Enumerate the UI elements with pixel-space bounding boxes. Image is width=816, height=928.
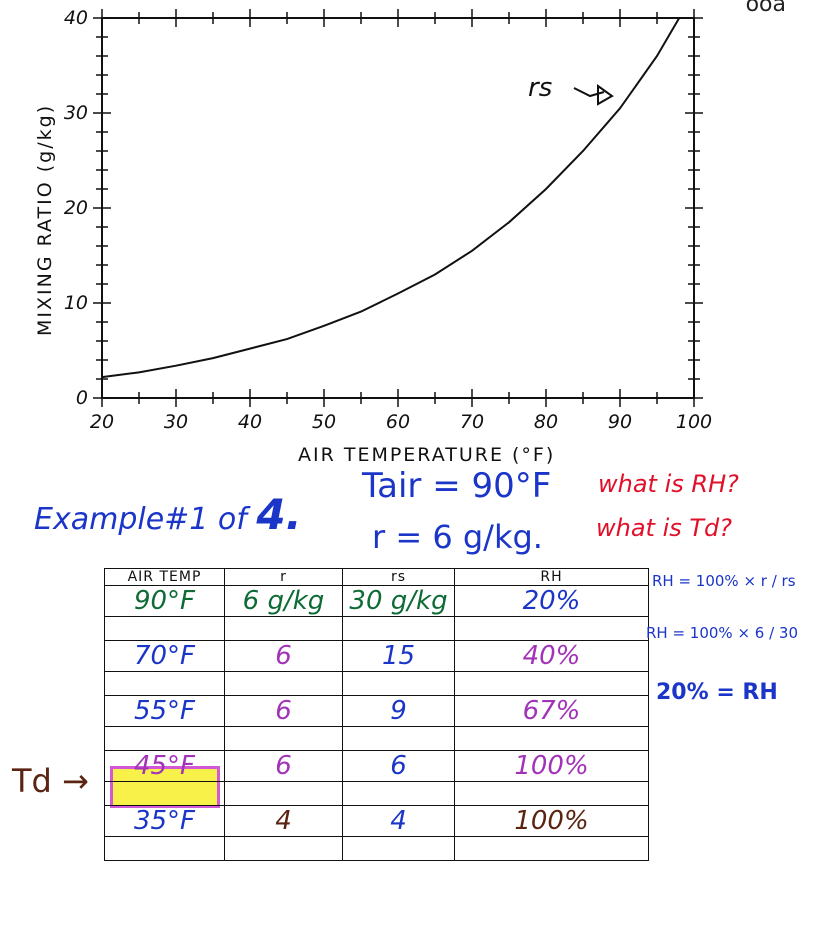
cell-r: 6 g/kg xyxy=(224,585,343,617)
cell-temp: 70°F xyxy=(104,640,225,672)
cell-rh: 67% xyxy=(454,695,649,727)
cell-r: 6 xyxy=(224,695,343,727)
rh-result: 20% = RH xyxy=(656,680,778,705)
cell-r: 4 xyxy=(224,805,343,837)
x-tick-label: 50 xyxy=(312,411,336,433)
cell-rh: 100% xyxy=(454,750,649,782)
plot-frame xyxy=(101,17,695,399)
cell-temp: 35°F xyxy=(104,805,225,837)
example-title: Example#1 of 4. xyxy=(34,490,302,539)
cell-temp: 55°F xyxy=(104,695,225,727)
x-axis-label: AIR TEMPERATURE (°F) xyxy=(298,444,556,466)
chart-series xyxy=(101,17,681,379)
chart-tick-labels: 20 30 40 50 60 70 80 90 100 0 10 20 30 40 xyxy=(64,7,712,433)
x-tick-label: 30 xyxy=(164,411,188,433)
y-tick-label: 40 xyxy=(64,7,88,29)
y-tick-label: 0 xyxy=(76,387,88,409)
table-row-spacer xyxy=(104,726,649,751)
cell-temp: 90°F xyxy=(104,585,225,617)
data-table: AIR TEMP r rs RH 90°F 6 g/kg 30 g/kg 20%… xyxy=(104,568,649,861)
x-tick-label: 20 xyxy=(90,411,114,433)
cell-rs: 6 xyxy=(342,750,455,782)
x-tick-label: 60 xyxy=(386,411,410,433)
header-rh: RH xyxy=(454,568,649,586)
x-tick-label: 70 xyxy=(460,411,484,433)
chart-ticks xyxy=(93,9,703,407)
table-row: 35°F 4 4 100% xyxy=(104,805,649,837)
cell-rs: 30 g/kg xyxy=(342,585,455,617)
cell-r: 6 xyxy=(224,750,343,782)
y-axis-label: MIXING RATIO (g/kg) xyxy=(34,103,56,336)
table-row: 90°F 6 g/kg 30 g/kg 20% xyxy=(104,585,649,617)
x-tick-label: 80 xyxy=(534,411,558,433)
tair-value: Tair = 90°F xyxy=(362,466,552,506)
table-row: 55°F 6 9 67% xyxy=(104,695,649,727)
mixing-ratio-chart: 20 30 40 50 60 70 80 90 100 0 10 20 30 40 rs xyxy=(64,7,712,433)
cell-rh: 100% xyxy=(454,805,649,837)
table-row-spacer xyxy=(104,781,649,806)
chart-frame xyxy=(101,17,695,399)
chart-annotation: rs xyxy=(528,73,614,106)
header-rs: rs xyxy=(342,568,455,586)
x-tick-label: 90 xyxy=(608,411,632,433)
cell-rs: 15 xyxy=(342,640,455,672)
rs-annotation-arrowhead xyxy=(597,84,614,106)
cell-rh: 20% xyxy=(454,585,649,617)
table-row-spacer xyxy=(104,836,649,861)
dewpoint-label: Td → xyxy=(12,762,89,800)
table-row: 70°F 6 15 40% xyxy=(104,640,649,672)
example-title-text: Example#1 of xyxy=(34,502,247,537)
x-tick-label: 100 xyxy=(676,411,712,433)
table-header-row: AIR TEMP r rs RH xyxy=(104,568,649,586)
table-row-spacer xyxy=(104,616,649,641)
header-air-temp: AIR TEMP xyxy=(104,568,225,586)
header-r: r xyxy=(224,568,343,586)
y-tick-label: 30 xyxy=(64,102,88,124)
y-tick-label: 10 xyxy=(64,292,88,314)
rh-formula-general: RH = 100% × r / rs xyxy=(652,572,796,590)
example-number: 4. xyxy=(256,490,302,539)
rs-annotation-label: rs xyxy=(528,73,552,103)
cell-rs: 9 xyxy=(342,695,455,727)
cell-r: 6 xyxy=(224,640,343,672)
corner-text: ooa xyxy=(745,0,786,17)
table-row-spacer xyxy=(104,671,649,696)
series-line-rs xyxy=(101,17,681,379)
r-value: r = 6 g/kg. xyxy=(372,518,543,556)
y-tick-label: 20 xyxy=(64,197,88,219)
question-td: what is Td? xyxy=(596,514,733,542)
x-tick-label: 40 xyxy=(238,411,262,433)
cell-rs: 4 xyxy=(342,805,455,837)
question-rh: what is RH? xyxy=(598,470,739,498)
rh-formula-substituted: RH = 100% × 6 / 30 xyxy=(646,624,799,642)
cell-rh: 40% xyxy=(454,640,649,672)
rs-annotation-arrow xyxy=(573,87,605,98)
cell-temp: 45°F xyxy=(104,750,225,782)
table-row: 45°F 6 6 100% xyxy=(104,750,649,782)
